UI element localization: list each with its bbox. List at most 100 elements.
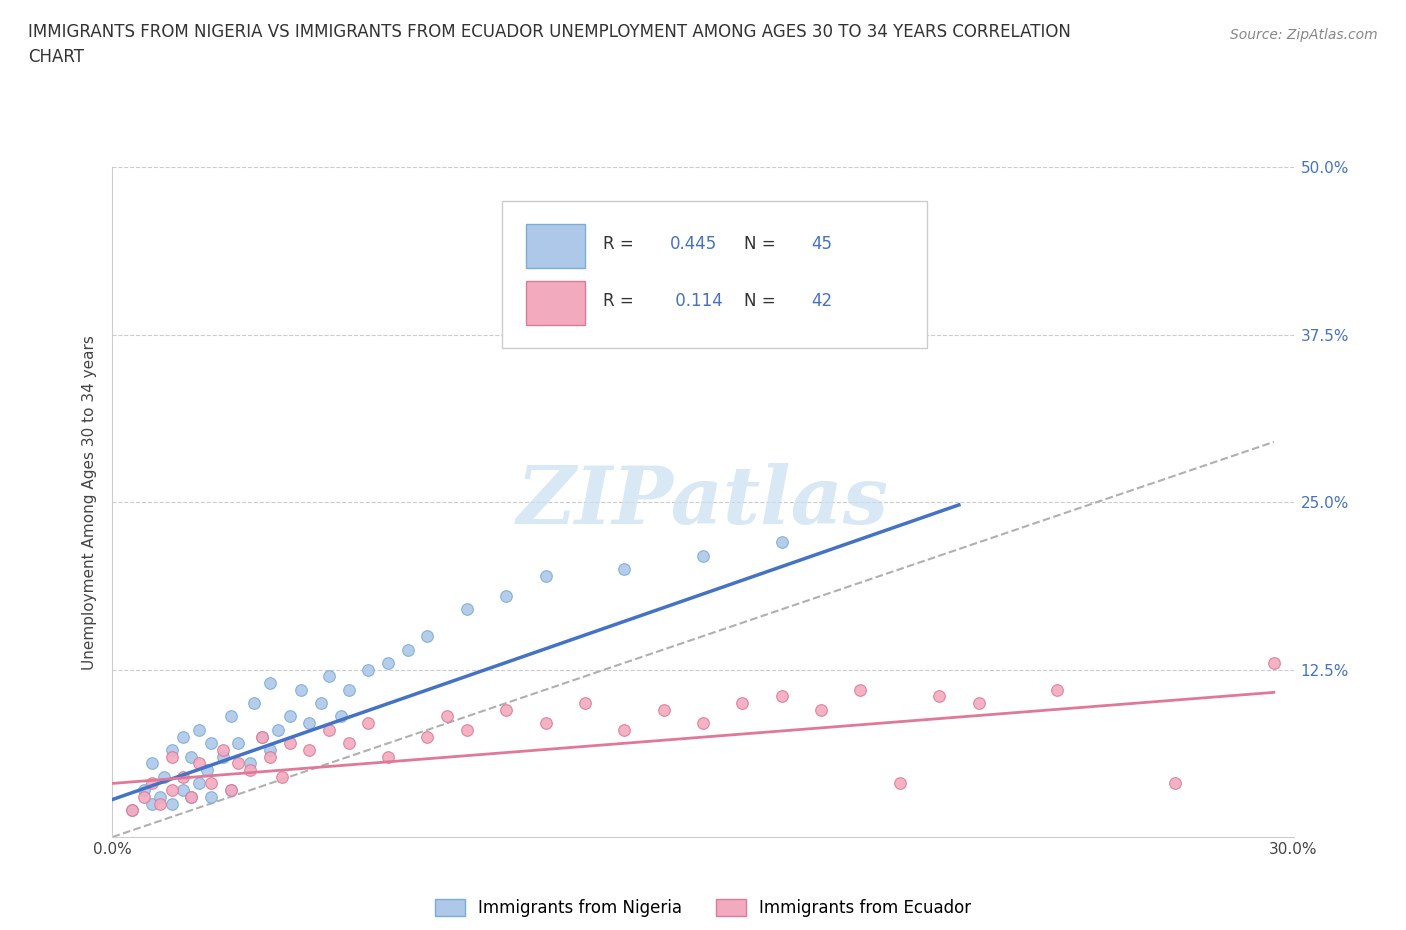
Point <box>298 716 321 731</box>
Point <box>278 709 301 724</box>
Point <box>357 716 380 731</box>
Point <box>849 254 872 269</box>
Point <box>1164 776 1187 790</box>
Text: 0.445: 0.445 <box>669 235 717 253</box>
Point <box>318 723 340 737</box>
Text: R =: R = <box>603 292 638 311</box>
Point <box>416 729 439 744</box>
Y-axis label: Unemployment Among Ages 30 to 34 years: Unemployment Among Ages 30 to 34 years <box>82 335 97 670</box>
Point <box>337 683 360 698</box>
Point <box>180 790 202 804</box>
Point <box>456 723 478 737</box>
Point <box>377 750 399 764</box>
Point <box>172 769 194 784</box>
Point <box>250 729 273 744</box>
Point <box>172 729 194 744</box>
Point <box>141 776 163 790</box>
Point <box>188 776 211 790</box>
Point <box>613 723 636 737</box>
Point <box>243 696 266 711</box>
Point <box>810 702 832 717</box>
Point <box>219 709 242 724</box>
Point <box>160 796 183 811</box>
Point <box>211 750 233 764</box>
Point <box>141 796 163 811</box>
Text: N =: N = <box>744 235 782 253</box>
Point <box>180 790 202 804</box>
Point <box>849 683 872 698</box>
Point <box>534 716 557 731</box>
Point <box>228 736 250 751</box>
Point <box>298 742 321 757</box>
Point <box>195 763 218 777</box>
FancyBboxPatch shape <box>502 201 928 348</box>
Text: 45: 45 <box>811 235 832 253</box>
Point <box>1263 656 1285 671</box>
Point <box>121 803 143 817</box>
Point <box>770 689 793 704</box>
Point <box>180 750 202 764</box>
Point <box>1046 683 1069 698</box>
Point <box>188 756 211 771</box>
Point <box>396 642 419 657</box>
Text: 42: 42 <box>811 292 832 311</box>
Point <box>309 696 332 711</box>
Point <box>889 776 911 790</box>
Point <box>200 790 222 804</box>
Point <box>337 736 360 751</box>
Point <box>436 709 458 724</box>
Point <box>259 675 281 690</box>
Point <box>692 716 714 731</box>
Text: ZIPatlas: ZIPatlas <box>517 463 889 541</box>
Point <box>211 742 233 757</box>
Point <box>219 783 242 798</box>
Text: Source: ZipAtlas.com: Source: ZipAtlas.com <box>1230 28 1378 42</box>
Point <box>132 783 155 798</box>
Point <box>160 750 183 764</box>
Point <box>160 742 183 757</box>
Point <box>121 803 143 817</box>
Point <box>318 669 340 684</box>
Point <box>770 535 793 550</box>
Point <box>200 776 222 790</box>
Point <box>357 662 380 677</box>
Point <box>149 796 172 811</box>
Point <box>928 689 950 704</box>
Point <box>239 763 262 777</box>
Point <box>967 696 990 711</box>
Point <box>534 568 557 583</box>
Text: N =: N = <box>744 292 782 311</box>
Point <box>278 736 301 751</box>
Point <box>259 750 281 764</box>
FancyBboxPatch shape <box>526 281 585 325</box>
Point <box>731 696 754 711</box>
Point <box>228 756 250 771</box>
Point <box>239 756 262 771</box>
Point <box>416 629 439 644</box>
Point <box>377 656 399 671</box>
Text: CHART: CHART <box>28 48 84 66</box>
Point <box>219 783 242 798</box>
Text: IMMIGRANTS FROM NIGERIA VS IMMIGRANTS FROM ECUADOR UNEMPLOYMENT AMONG AGES 30 TO: IMMIGRANTS FROM NIGERIA VS IMMIGRANTS FR… <box>28 23 1071 41</box>
Point <box>270 769 292 784</box>
Point <box>172 783 194 798</box>
FancyBboxPatch shape <box>526 224 585 268</box>
Point <box>329 709 352 724</box>
Point <box>692 549 714 564</box>
Point <box>152 769 174 784</box>
Point <box>456 602 478 617</box>
Point <box>267 723 290 737</box>
Point <box>200 736 222 751</box>
Point <box>149 790 172 804</box>
Text: 0.114: 0.114 <box>669 292 723 311</box>
Point <box>652 702 675 717</box>
Point <box>160 783 183 798</box>
Legend: Immigrants from Nigeria, Immigrants from Ecuador: Immigrants from Nigeria, Immigrants from… <box>429 892 977 923</box>
Point <box>259 742 281 757</box>
Point <box>132 790 155 804</box>
Point <box>188 723 211 737</box>
Point <box>250 729 273 744</box>
Point <box>290 683 312 698</box>
Point <box>495 702 517 717</box>
Point <box>574 696 596 711</box>
